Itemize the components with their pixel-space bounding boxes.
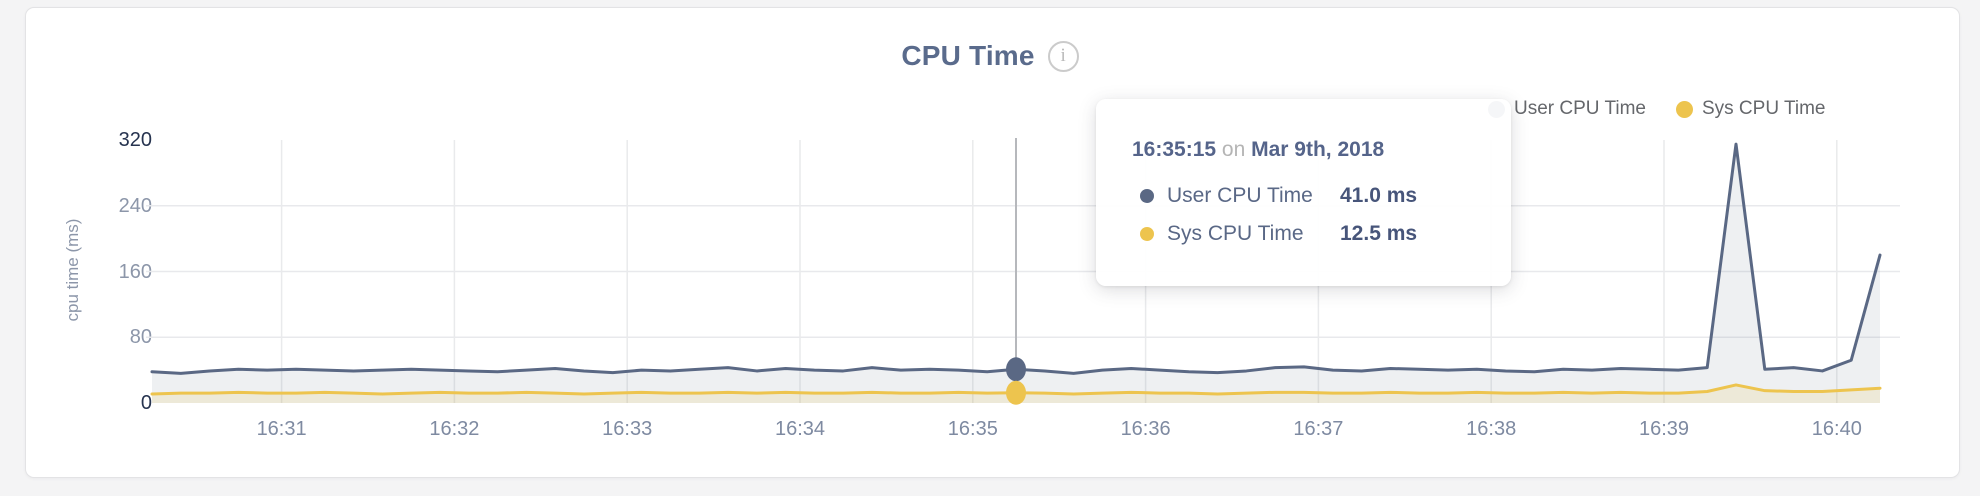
tooltip-row-sys-cpu-time: Sys CPU Time 12.5 ms <box>1140 215 1481 253</box>
tooltip-series-label: User CPU Time <box>1167 184 1313 207</box>
x-tick-16:40: 16:40 <box>1811 418 1862 440</box>
tooltip: 16:35:15 on Mar 9th, 2018 User CPU Time 4… <box>1096 99 1511 286</box>
legend-dot <box>1675 100 1693 118</box>
tooltip-date: Mar 9th, 2018 <box>1251 138 1385 161</box>
x-tick-16:35: 16:35 <box>947 418 998 440</box>
x-tick-16:36: 16:36 <box>1120 418 1171 440</box>
y-tick-80: 80 <box>129 326 152 349</box>
tooltip-time: 16:35:15 <box>1132 138 1217 161</box>
info-icon[interactable]: i <box>1047 40 1079 72</box>
x-tick-16:38: 16:38 <box>1466 418 1517 440</box>
y-tick-320: 320 <box>118 129 152 151</box>
tooltip-title: 16:35:15 on Mar 9th, 2018 <box>1132 137 1481 163</box>
y-tick-240: 240 <box>118 194 152 217</box>
legend-label: Sys CPU Time <box>1701 98 1826 119</box>
chart-header: CPU Time i <box>0 38 1980 74</box>
hover-marker-sys-cpu-time <box>1006 380 1026 405</box>
legend-label: User CPU Time <box>1514 98 1646 119</box>
tooltip-row-user-cpu-time: User CPU Time 41.0 ms <box>1140 177 1481 215</box>
hover-marker-user-cpu-time <box>1006 357 1026 382</box>
x-tick-16:37: 16:37 <box>1293 418 1344 440</box>
tooltip-series-dot <box>1140 227 1154 241</box>
legend-item-user-cpu-time[interactable]: User CPU Time <box>1488 98 1646 120</box>
x-tick-16:39: 16:39 <box>1638 418 1690 440</box>
tooltip-series-label: Sys CPU Time <box>1167 222 1304 245</box>
x-tick-16:33: 16:33 <box>602 418 653 440</box>
y-tick-160: 160 <box>118 260 152 283</box>
chart-title: CPU Time <box>901 40 1035 71</box>
y-tick-0: 0 <box>140 392 152 414</box>
x-tick-16:32: 16:32 <box>429 418 480 440</box>
user-cpu-time-area <box>152 144 1880 403</box>
cpu-time-card <box>25 7 1960 478</box>
tooltip-conjunction: on <box>1221 138 1246 161</box>
tooltip-series-dot <box>1140 189 1154 203</box>
legend-item-sys-cpu-time[interactable]: Sys CPU Time <box>1675 98 1826 120</box>
tooltip-series-value: 41.0 ms <box>1340 184 1418 207</box>
x-tick-16:31: 16:31 <box>256 418 307 440</box>
x-tick-16:34: 16:34 <box>774 418 826 440</box>
tooltip-rows: User CPU Time 41.0 ms Sys CPU Time 12.5 ms <box>1140 177 1481 253</box>
legend: User CPU Time Sys CPU Time <box>1488 98 1826 120</box>
tooltip-series-value: 12.5 ms <box>1340 222 1418 245</box>
